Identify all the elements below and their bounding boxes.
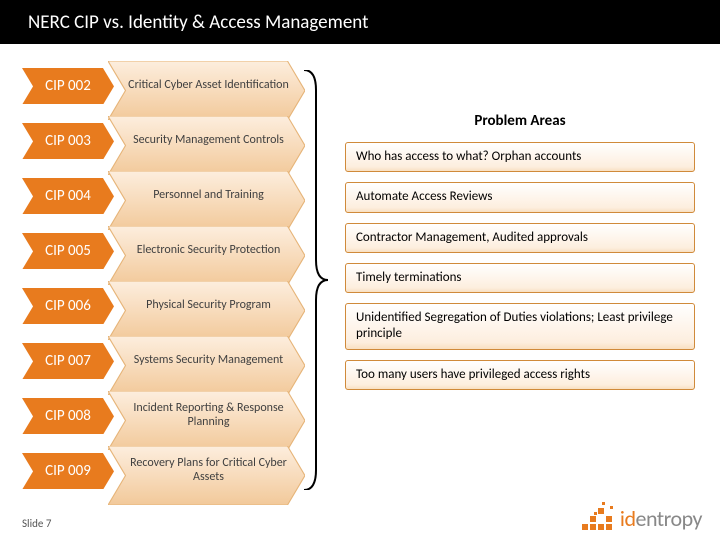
cip-desc-label: Personnel and Training: [153, 189, 264, 203]
cip-code-label: CIP 005: [45, 242, 91, 260]
cip-code-tag: CIP 005: [22, 233, 114, 269]
cip-code-tag: CIP 009: [22, 453, 114, 489]
cip-desc: Systems Security Management: [108, 336, 305, 386]
problem-item: Who has access to what? Orphan accounts: [345, 142, 695, 172]
slide-title: NERC CIP vs. Identity & Access Managemen…: [28, 11, 368, 34]
slide-number: Slide 7: [22, 517, 51, 530]
cip-code-label: CIP 009: [45, 462, 91, 480]
logo-mark-icon: [582, 502, 616, 532]
cip-desc-label: Critical Cyber Asset Identification: [128, 79, 289, 93]
cip-row: CIP 005 Electronic Security Protection: [22, 223, 305, 278]
cip-desc: Physical Security Program: [108, 281, 305, 331]
logo-text-entropy: entropy: [636, 505, 703, 532]
cip-desc: Critical Cyber Asset Identification: [108, 61, 305, 111]
cip-row: CIP 002 Critical Cyber Asset Identificat…: [22, 58, 305, 113]
cip-row: CIP 008 Incident Reporting & Response Pl…: [22, 388, 305, 443]
content-area: CIP 002 Critical Cyber Asset Identificat…: [0, 44, 720, 498]
problem-item: Contractor Management, Audited approvals: [345, 223, 695, 253]
cip-row: CIP 006 Physical Security Program: [22, 278, 305, 333]
problem-item: Unidentified Segregation of Duties viola…: [345, 303, 695, 350]
slide-title-bar: NERC CIP vs. Identity & Access Managemen…: [0, 0, 720, 44]
cip-code-label: CIP 004: [45, 187, 91, 205]
problem-areas-header: Problem Areas: [345, 112, 695, 130]
problem-item: Automate Access Reviews: [345, 182, 695, 212]
logo-text: identropy: [620, 505, 702, 532]
problem-item: Timely terminations: [345, 263, 695, 293]
cip-desc-label: Electronic Security Protection: [137, 244, 281, 258]
cip-code-tag: CIP 008: [22, 398, 114, 434]
cip-code-label: CIP 006: [45, 297, 91, 315]
cip-desc-label: Recovery Plans for Critical Cyber Assets: [122, 457, 295, 485]
logo-text-id: id: [620, 505, 636, 532]
cip-code-label: CIP 003: [45, 132, 91, 150]
cip-code-label: CIP 007: [45, 352, 91, 370]
cip-row: CIP 004 Personnel and Training: [22, 168, 305, 223]
cip-row: CIP 007 Systems Security Management: [22, 333, 305, 388]
cip-desc: Electronic Security Protection: [108, 226, 305, 276]
cip-code-label: CIP 002: [45, 77, 91, 95]
cip-row: CIP 003 Security Management Controls: [22, 113, 305, 168]
cip-desc-label: Security Management Controls: [133, 134, 284, 148]
cip-desc: Security Management Controls: [108, 116, 305, 166]
cip-list: CIP 002 Critical Cyber Asset Identificat…: [0, 58, 305, 498]
cip-code-tag: CIP 006: [22, 288, 114, 324]
cip-desc: Recovery Plans for Critical Cyber Assets: [108, 446, 305, 496]
cip-desc-label: Incident Reporting & Response Planning: [122, 402, 295, 430]
cip-code-tag: CIP 003: [22, 123, 114, 159]
cip-row: CIP 009 Recovery Plans for Critical Cybe…: [22, 443, 305, 498]
cip-desc: Incident Reporting & Response Planning: [108, 391, 305, 441]
cip-desc: Personnel and Training: [108, 171, 305, 221]
cip-code-tag: CIP 004: [22, 178, 114, 214]
cip-desc-label: Physical Security Program: [146, 299, 271, 313]
problem-item: Too many users have privileged access ri…: [345, 360, 695, 390]
cip-code-tag: CIP 002: [22, 68, 114, 104]
problem-areas: Problem Areas Who has access to what? Or…: [345, 58, 695, 498]
cip-desc-label: Systems Security Management: [134, 354, 283, 368]
cip-code-label: CIP 008: [45, 407, 91, 425]
cip-code-tag: CIP 007: [22, 343, 114, 379]
bracket-icon: [300, 70, 330, 490]
identropy-logo: identropy: [582, 502, 702, 532]
